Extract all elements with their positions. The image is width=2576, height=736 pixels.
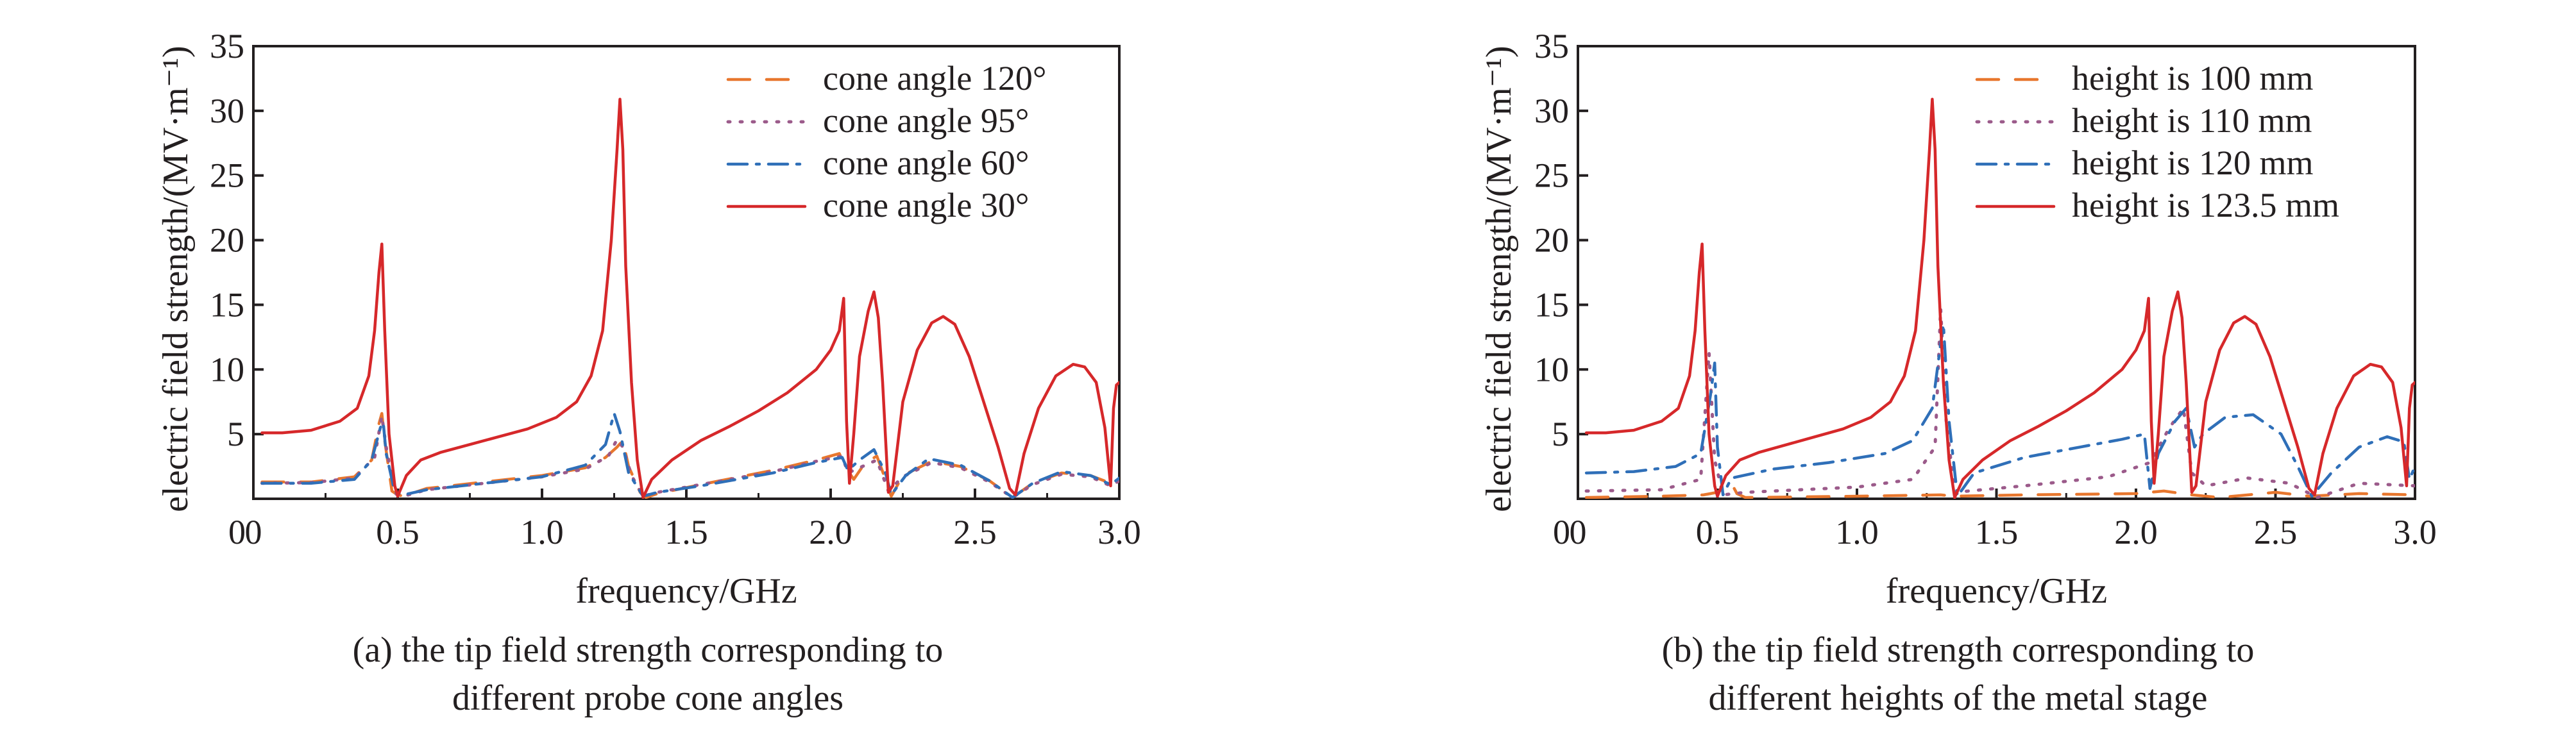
legend-label-2: cone angle 60° bbox=[823, 144, 1029, 182]
x-tick-label: 2.5 bbox=[2254, 513, 2298, 551]
panel-a: 0 0.5 1.0 1.5 2.0 2.5 3.0 5 10 15 20 25 30 35 0 frequen… bbox=[156, 27, 1141, 718]
x-axis-title: frequency/GHz bbox=[1886, 571, 2107, 611]
y-tick-label: 25 bbox=[210, 156, 244, 195]
legend-label-3: height is 123.5 mm bbox=[2072, 186, 2339, 224]
y-tick-label: 35 bbox=[210, 27, 244, 65]
x-tick-label: 0 bbox=[245, 513, 262, 551]
legend-label-3: cone angle 30° bbox=[823, 186, 1029, 224]
series-group bbox=[260, 97, 1119, 499]
series-line-1 bbox=[1584, 307, 2415, 499]
y-tick-label: 10 bbox=[1534, 350, 1569, 389]
y-tick-label: 30 bbox=[210, 92, 244, 130]
y-tick-label: 5 bbox=[1552, 415, 1569, 453]
y-tick-label: 30 bbox=[1534, 92, 1569, 130]
y-tick-label: 25 bbox=[1534, 156, 1569, 195]
legend-label-0: height is 100 mm bbox=[2072, 59, 2314, 97]
caption-line-2: different probe cone angles bbox=[452, 678, 843, 718]
x-axis-title: frequency/GHz bbox=[575, 571, 797, 611]
x-tick-label: 2.5 bbox=[953, 513, 997, 551]
y-tick-label: 15 bbox=[1534, 285, 1569, 324]
legend-label-0: cone angle 120° bbox=[823, 59, 1046, 97]
x-tick-label: 3.0 bbox=[1097, 513, 1141, 551]
y-tick-label: 10 bbox=[210, 350, 244, 389]
x-tick-label: 0 bbox=[1570, 513, 1587, 551]
series-group bbox=[1584, 97, 2415, 499]
legend-label-2: height is 120 mm bbox=[2072, 144, 2314, 182]
x-tick-label-zero: 0 bbox=[228, 513, 246, 551]
legend-label-1: height is 110 mm bbox=[2072, 101, 2312, 140]
x-tick-label: 2.0 bbox=[809, 513, 852, 551]
x-tick-label: 0.5 bbox=[1696, 513, 1740, 551]
series-line-0 bbox=[1584, 481, 2415, 499]
series-line-2 bbox=[260, 412, 1119, 499]
series-line-3 bbox=[1584, 97, 2415, 499]
legend-label-1: cone angle 95° bbox=[823, 101, 1029, 140]
y-tick-label: 20 bbox=[210, 221, 244, 260]
y-tick-label: 15 bbox=[210, 285, 244, 324]
legend: cone angle 120° cone angle 95° cone angle … bbox=[726, 59, 1046, 224]
x-tick-label: 1.5 bbox=[1975, 513, 2019, 551]
x-tick-label: 2.0 bbox=[2114, 513, 2158, 551]
x-tick-label: 3.0 bbox=[2393, 513, 2437, 551]
caption-line-1: (a) the tip field strength corresponding… bbox=[353, 630, 944, 670]
y-tick-label: 5 bbox=[227, 415, 244, 453]
series-line-3 bbox=[260, 97, 1119, 499]
y-axis-title: electric field strength/(MV·m⁻¹) bbox=[156, 46, 196, 512]
panel-b: 0 0.5 1.0 1.5 2.0 2.5 3.0 5 10 15 20 25 30 35 0 frequen… bbox=[1479, 27, 2437, 718]
x-tick-label: 1.0 bbox=[520, 513, 564, 551]
caption-line-1: (b) the tip field strength corresponding… bbox=[1662, 630, 2255, 670]
series-line-2 bbox=[1584, 322, 2415, 498]
x-tick-label: 1.5 bbox=[665, 513, 708, 551]
y-axis-title: electric field strength/(MV·m⁻¹) bbox=[1479, 46, 1519, 512]
series-line-0 bbox=[260, 412, 1119, 499]
caption-line-2: different heights of the metal stage bbox=[1708, 678, 2207, 718]
x-tick-label-zero: 0 bbox=[1553, 513, 1570, 551]
y-tick-label: 20 bbox=[1534, 221, 1569, 260]
x-tick-label: 0.5 bbox=[376, 513, 419, 551]
y-tick-label: 35 bbox=[1534, 27, 1569, 65]
x-tick-label: 1.0 bbox=[1835, 513, 1879, 551]
legend: height is 100 mm height is 110 mm height i… bbox=[1975, 59, 2339, 224]
